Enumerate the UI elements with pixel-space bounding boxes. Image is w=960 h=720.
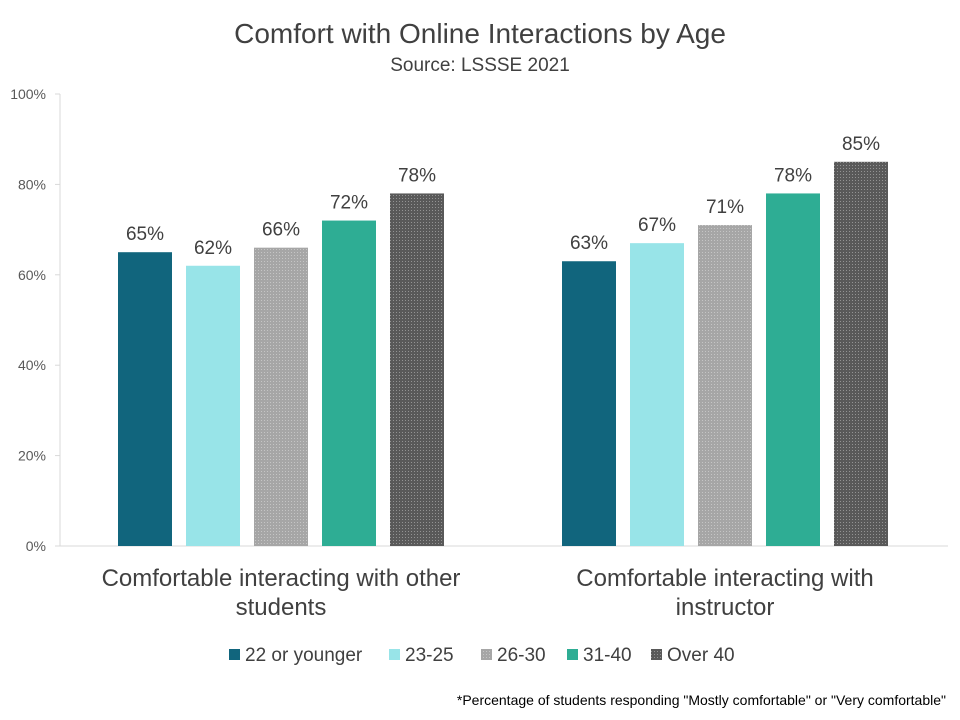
legend-swatch [481, 649, 492, 660]
bars [118, 161, 888, 547]
data-label: 67% [638, 215, 676, 236]
category-labels: Comfortable interacting with otherstuden… [102, 565, 874, 621]
data-label: 65% [126, 224, 164, 245]
y-tick-label: 40% [18, 357, 46, 373]
data-label: 85% [842, 134, 880, 155]
legend-swatch [389, 649, 400, 660]
data-labels: 65% 62% 66% 72% 78% 63% 67% 71% 78% 85% [126, 134, 880, 259]
legend-label: 31-40 [583, 645, 632, 666]
legend-swatch [229, 649, 240, 660]
bar [562, 261, 616, 546]
legend-label: 22 or younger [245, 645, 363, 666]
legend-label: Over 40 [667, 645, 735, 666]
category-label: Comfortable interacting with [576, 565, 873, 592]
legend-label: 26-30 [497, 645, 546, 666]
bar [186, 265, 240, 546]
chart-title: Comfort with Online Interactions by Age [234, 18, 726, 49]
data-label: 66% [262, 220, 300, 241]
y-tick-label: 20% [18, 448, 46, 464]
y-tick-label: 0% [26, 538, 46, 554]
bar [390, 193, 444, 546]
bar [630, 243, 684, 546]
data-label: 78% [774, 165, 812, 186]
legend: 22 or younger 23-25 26-30 31-40 Over 40 [229, 645, 735, 666]
category-label: students [236, 594, 327, 621]
bar [766, 193, 820, 546]
category-label: instructor [676, 594, 775, 621]
data-label: 62% [194, 238, 232, 259]
bar [698, 225, 752, 546]
data-label: 63% [570, 233, 608, 254]
bar [118, 252, 172, 546]
y-tick-label: 80% [18, 176, 46, 192]
footnote: *Percentage of students responding "Most… [457, 692, 946, 708]
bar [322, 220, 376, 546]
chart-subtitle: Source: LSSSE 2021 [390, 55, 570, 76]
bar [834, 161, 888, 547]
legend-label: 23-25 [405, 645, 454, 666]
y-tick-label: 100% [10, 86, 46, 102]
legend-swatch [651, 649, 662, 660]
data-label: 72% [330, 193, 368, 214]
bar [254, 247, 308, 546]
y-tick-label: 60% [18, 267, 46, 283]
legend-swatch [567, 649, 578, 660]
data-label: 78% [398, 165, 436, 186]
data-label: 71% [706, 197, 744, 218]
category-label: Comfortable interacting with other [102, 565, 461, 592]
